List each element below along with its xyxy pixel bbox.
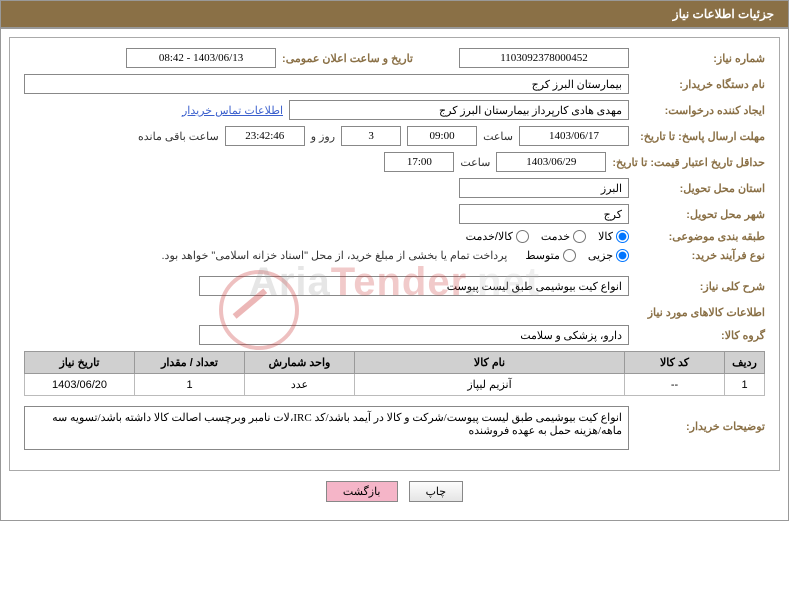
- row-category: طبقه بندی موضوعی: کالا خدمت کالا/خدمت: [24, 230, 765, 243]
- label-buyer-org: نام دستگاه خریدار:: [635, 78, 765, 91]
- th-row: ردیف: [725, 352, 765, 374]
- label-remaining: ساعت باقی مانده: [138, 130, 219, 143]
- radio-medium[interactable]: متوسط: [525, 249, 576, 262]
- process-radio-group: جزیی متوسط: [525, 249, 629, 262]
- radio-goods-label: کالا: [598, 230, 613, 243]
- th-date: تاریخ نیاز: [25, 352, 135, 374]
- city-field[interactable]: [459, 204, 629, 224]
- table-row: 1 -- آنزیم لیپاز عدد 1 1403/06/20: [25, 374, 765, 396]
- th-qty: تعداد / مقدار: [135, 352, 245, 374]
- label-process-type: نوع فرآیند خرید:: [635, 249, 765, 262]
- row-province: استان محل تحویل:: [24, 178, 765, 198]
- summary-field[interactable]: [199, 276, 629, 296]
- label-time2: ساعت: [460, 156, 490, 169]
- radio-partial-input[interactable]: [616, 249, 629, 262]
- label-buyer-notes: توضیحات خریدار:: [635, 420, 765, 433]
- countdown-field: [225, 126, 305, 146]
- radio-partial[interactable]: جزیی: [588, 249, 629, 262]
- form-container: شماره نیاز: تاریخ و ساعت اعلان عمومی: نا…: [9, 37, 780, 471]
- radio-medium-label: متوسط: [525, 249, 560, 262]
- cell-row: 1: [725, 374, 765, 396]
- category-radio-group: کالا خدمت کالا/خدمت: [466, 230, 629, 243]
- label-validity: حداقل تاریخ اعتبار قیمت: تا تاریخ:: [612, 156, 765, 169]
- radio-service-input[interactable]: [573, 230, 586, 243]
- row-process-type: نوع فرآیند خرید: جزیی متوسط پرداخت تمام …: [24, 249, 765, 262]
- label-goods-group: گروه کالا:: [635, 329, 765, 342]
- row-city: شهر محل تحویل:: [24, 204, 765, 224]
- buyer-org-field[interactable]: [24, 74, 629, 94]
- outer-container: شماره نیاز: تاریخ و ساعت اعلان عمومی: نا…: [0, 28, 789, 521]
- th-unit: واحد شمارش: [245, 352, 355, 374]
- radio-goods-input[interactable]: [616, 230, 629, 243]
- buyer-contact-link[interactable]: اطلاعات تماس خریدار: [182, 104, 283, 117]
- row-goods-group: گروه کالا:: [24, 325, 765, 345]
- province-field[interactable]: [459, 178, 629, 198]
- cell-date: 1403/06/20: [25, 374, 135, 396]
- radio-goods[interactable]: کالا: [598, 230, 629, 243]
- panel-header: جزئیات اطلاعات نیاز: [0, 0, 789, 28]
- goods-table: ردیف کد کالا نام کالا واحد شمارش تعداد /…: [24, 351, 765, 396]
- radio-goods-service-label: کالا/خدمت: [466, 230, 513, 243]
- deadline-date-field[interactable]: [519, 126, 629, 146]
- cell-name: آنزیم لیپاز: [355, 374, 625, 396]
- row-buyer-org: نام دستگاه خریدار:: [24, 74, 765, 94]
- row-need-number: شماره نیاز: تاریخ و ساعت اعلان عمومی:: [24, 48, 765, 68]
- row-summary: شرح کلی نیاز:: [24, 276, 765, 296]
- back-button[interactable]: بازگشت: [326, 481, 398, 502]
- radio-service[interactable]: خدمت: [541, 230, 586, 243]
- announce-datetime-field[interactable]: [126, 48, 276, 68]
- radio-partial-label: جزیی: [588, 249, 613, 262]
- label-city: شهر محل تحویل:: [635, 208, 765, 221]
- radio-goods-service[interactable]: کالا/خدمت: [466, 230, 529, 243]
- th-code: کد کالا: [625, 352, 725, 374]
- label-deadline: مهلت ارسال پاسخ: تا تاریخ:: [635, 130, 765, 143]
- process-note: پرداخت تمام یا بخشی از مبلغ خرید، از محل…: [162, 249, 508, 262]
- validity-date-field[interactable]: [496, 152, 606, 172]
- cell-unit: عدد: [245, 374, 355, 396]
- row-validity: حداقل تاریخ اعتبار قیمت: تا تاریخ: ساعت: [24, 152, 765, 172]
- cell-code: --: [625, 374, 725, 396]
- deadline-time-field[interactable]: [407, 126, 477, 146]
- need-number-field[interactable]: [459, 48, 629, 68]
- label-days-and: روز و: [311, 130, 335, 143]
- goods-group-field[interactable]: [199, 325, 629, 345]
- validity-time-field[interactable]: [384, 152, 454, 172]
- cell-qty: 1: [135, 374, 245, 396]
- row-deadline: مهلت ارسال پاسخ: تا تاریخ: ساعت روز و سا…: [24, 126, 765, 146]
- buyer-notes-textarea[interactable]: [24, 406, 629, 450]
- row-requester: ایجاد کننده درخواست: اطلاعات تماس خریدار: [24, 100, 765, 120]
- action-buttons: چاپ بازگشت: [9, 481, 780, 502]
- days-left-field[interactable]: [341, 126, 401, 146]
- print-button[interactable]: چاپ: [409, 481, 464, 502]
- label-need-no: شماره نیاز:: [635, 52, 765, 65]
- radio-goods-service-input[interactable]: [516, 230, 529, 243]
- label-summary: شرح کلی نیاز:: [635, 280, 765, 293]
- label-announce-datetime: تاریخ و ساعت اعلان عمومی:: [282, 52, 413, 65]
- label-time1: ساعت: [483, 130, 513, 143]
- goods-info-heading: اطلاعات کالاهای مورد نیاز: [24, 306, 765, 319]
- row-buyer-notes: توضیحات خریدار:: [24, 406, 765, 450]
- goods-table-header-row: ردیف کد کالا نام کالا واحد شمارش تعداد /…: [25, 352, 765, 374]
- label-requester: ایجاد کننده درخواست:: [635, 104, 765, 117]
- panel-title: جزئیات اطلاعات نیاز: [673, 7, 774, 21]
- label-category: طبقه بندی موضوعی:: [635, 230, 765, 243]
- th-name: نام کالا: [355, 352, 625, 374]
- requester-field[interactable]: [289, 100, 629, 120]
- radio-medium-input[interactable]: [563, 249, 576, 262]
- radio-service-label: خدمت: [541, 230, 570, 243]
- label-province: استان محل تحویل:: [635, 182, 765, 195]
